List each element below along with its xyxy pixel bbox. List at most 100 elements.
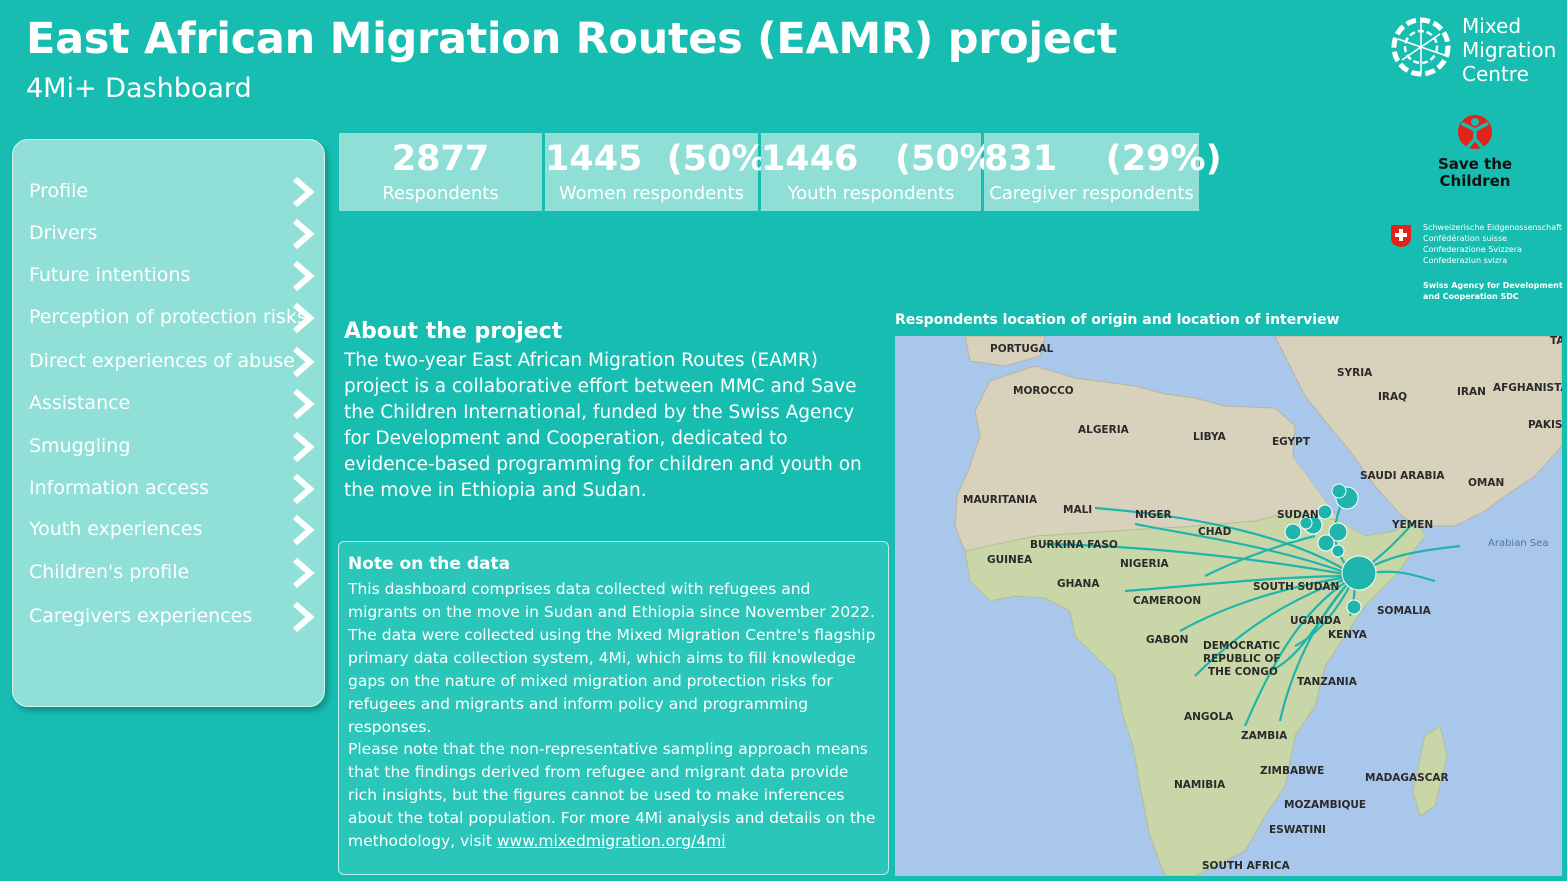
country-label: REPUBLIC OF <box>1203 653 1281 665</box>
country-label: UGANDA <box>1290 615 1342 627</box>
chevron-right-icon <box>293 557 315 589</box>
country-label: KENYA <box>1328 629 1368 641</box>
land-sahel <box>964 510 1426 876</box>
save-the-children-icon <box>1458 115 1492 149</box>
note-paragraph-2: Please note that the non-representative … <box>348 738 880 853</box>
stc-line2: Children <box>1439 172 1511 190</box>
sdc-line-1: Schweizerische Eidgenossenschaft <box>1423 223 1562 232</box>
respondent-bubbles <box>1284 483 1377 615</box>
kpi-women-respondents: 1445 (50%) Women respondents <box>545 133 783 211</box>
country-label: SOUTH AFRICA <box>1202 860 1291 872</box>
note-card: Note on the data This dashboard comprise… <box>338 541 889 875</box>
sidebar-item-information-access[interactable]: Information access <box>13 469 324 509</box>
sidebar-item-future-intentions[interactable]: Future intentions <box>13 256 324 296</box>
country-label: MOROCCO <box>1013 385 1074 397</box>
kpi-value: 1445 (50%) <box>545 139 783 179</box>
land-arabia <box>1274 336 1562 527</box>
sdc-agency-2: and Cooperation SDC <box>1423 292 1519 301</box>
kpi-label: Caregiver respondents <box>989 183 1194 204</box>
swiss-flag-icon <box>1391 225 1411 247</box>
country-label: TA <box>1550 336 1562 347</box>
kpi-caregiver-respondents: 831 (29%) Caregiver respondents <box>984 133 1222 211</box>
stc-line1: Save the <box>1437 155 1513 173</box>
country-label: ESWATINI <box>1269 824 1326 836</box>
sidebar-item-label: Youth experiences <box>29 518 203 540</box>
land-madagascar <box>1412 725 1448 817</box>
kpi-value: 1446 (50%) <box>761 139 1011 179</box>
sidebar-item-caregivers-experiences[interactable]: Caregivers experiences <box>13 597 324 637</box>
country-label: ALGERIA <box>1078 424 1130 436</box>
country-label: SOMALIA <box>1377 605 1432 617</box>
sidebar-item-label: Drivers <box>29 222 98 244</box>
mmc-logo: Mixed Migration Centre <box>1388 14 1564 86</box>
country-label: YEMEN <box>1391 519 1433 531</box>
land-iberia <box>964 336 1046 367</box>
sidebar-item-label: Direct experiences of abuse <box>29 350 295 372</box>
map-canvas: PORTUGAL MOROCCO ALGERIA LIBYA EGYPT SYR… <box>954 336 1562 876</box>
country-label: NIGER <box>1135 509 1172 521</box>
sea-label: Arabian Sea <box>1488 538 1548 549</box>
sidebar-item-label: Profile <box>29 180 89 202</box>
sidebar-item-label: Information access <box>29 477 210 499</box>
chevron-right-icon <box>293 260 315 292</box>
country-label: SOUTH SUDAN <box>1253 581 1339 593</box>
country-label: PORTUGAL <box>990 343 1054 355</box>
map-title: Respondents location of origin and locat… <box>895 312 1340 328</box>
kpi-label: Women respondents <box>558 183 745 204</box>
kpi-label: Respondents <box>382 183 499 204</box>
country-label: MAURITANIA <box>963 494 1038 506</box>
chevron-right-icon <box>293 514 315 546</box>
sidebar-item-drivers[interactable]: Drivers <box>13 214 324 254</box>
about-text: The two-year East African Migration Rout… <box>344 350 862 501</box>
page-title: East African Migration Routes (EAMR) pro… <box>26 14 1118 64</box>
methodology-link[interactable]: www.mixedmigration.org/4mi <box>496 832 726 850</box>
country-label: CAMEROON <box>1133 595 1201 607</box>
country-label: GHANA <box>1057 578 1100 590</box>
country-label: SUDAN <box>1277 509 1319 521</box>
chevron-right-icon <box>293 302 315 334</box>
note-paragraph-2-text: Please note that the non-representative … <box>348 740 876 850</box>
sdc-line-2: Confédération suisse <box>1423 234 1508 243</box>
mmc-wordmark: Mixed Migration Centre <box>1462 14 1557 86</box>
kpi-youth-respondents: 1446 (50%) Youth respondents <box>761 133 1011 211</box>
kpi-respondents: 2877 Respondents <box>339 133 542 211</box>
country-label: OMAN <box>1468 477 1504 489</box>
kpi-label: Youth respondents <box>787 183 955 204</box>
country-label: IRAQ <box>1378 391 1407 403</box>
sidebar-item-assistance[interactable]: Assistance <box>13 384 324 424</box>
country-label: NAMIBIA <box>1174 779 1226 791</box>
country-label: LIBYA <box>1193 431 1227 443</box>
country-label: IRAN <box>1457 386 1486 398</box>
country-label: EGYPT <box>1272 436 1311 448</box>
sidebar-item-label: Caregivers experiences <box>29 605 253 627</box>
sidebar-item-childrens-profile[interactable]: Children's profile <box>13 553 324 593</box>
country-label: GUINEA <box>987 554 1033 566</box>
chevron-right-icon <box>293 218 315 250</box>
country-label: ZIMBABWE <box>1260 765 1324 777</box>
sidebar-item-label: Future intentions <box>29 264 191 286</box>
country-label: THE CONGO <box>1208 666 1278 678</box>
sidebar-item-youth-experiences[interactable]: Youth experiences <box>13 510 324 550</box>
migration-map[interactable]: PORTUGAL MOROCCO ALGERIA LIBYA EGYPT SYR… <box>895 336 1562 876</box>
country-label: MALI <box>1063 504 1092 516</box>
chevron-right-icon <box>293 346 315 378</box>
country-label: AFGHANISTA <box>1493 382 1562 394</box>
chevron-right-icon <box>293 431 315 463</box>
country-label: GABON <box>1146 634 1188 646</box>
note-heading: Note on the data <box>348 554 511 574</box>
sidebar-item-experiences-of-abuse[interactable]: Direct experiences of abuse <box>13 342 324 382</box>
sidebar-item-label: Children's profile <box>29 561 190 583</box>
chevron-right-icon <box>293 601 315 633</box>
sdc-line-4: Confederaziun svizra <box>1423 256 1508 265</box>
country-label: MADAGASCAR <box>1365 772 1449 784</box>
sidebar-item-profile[interactable]: Profile <box>13 172 324 212</box>
about-heading: About the project <box>344 319 563 344</box>
country-label: ZAMBIA <box>1241 730 1288 742</box>
sidebar-item-smuggling[interactable]: Smuggling <box>13 427 324 467</box>
sidebar-nav: Profile Drivers Future intentions Percep… <box>12 139 325 707</box>
country-label: PAKIS <box>1528 419 1562 431</box>
note-paragraph-1: This dashboard comprises data collected … <box>348 580 876 736</box>
sidebar-item-label: Smuggling <box>29 435 131 457</box>
sidebar-item-protection-risks[interactable]: Perception of protection risks <box>13 298 324 338</box>
save-the-children-logo: Save the Children <box>1430 112 1520 192</box>
